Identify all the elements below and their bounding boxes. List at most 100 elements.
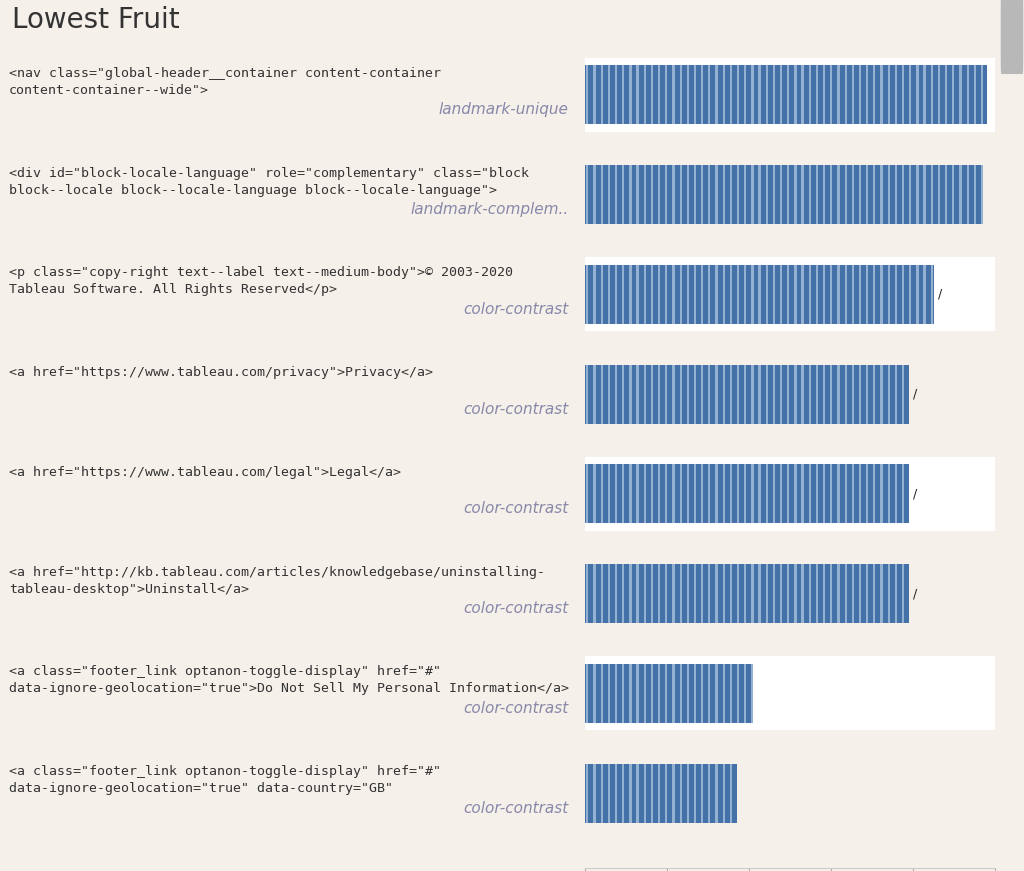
Bar (658, 65, 660, 125)
Bar (952, 165, 954, 224)
Bar (666, 65, 668, 125)
Bar (623, 65, 625, 125)
Bar (709, 65, 711, 125)
Bar (787, 365, 790, 423)
Bar (952, 65, 954, 125)
Bar (881, 564, 883, 623)
Bar (730, 365, 732, 423)
Bar (630, 365, 632, 423)
Bar (787, 165, 790, 224)
Bar (694, 464, 696, 523)
Bar (593, 664, 596, 723)
Bar (809, 265, 811, 324)
Bar (866, 464, 868, 523)
Bar (931, 265, 933, 324)
Text: /: / (913, 388, 918, 401)
Bar (967, 165, 969, 224)
Bar (651, 165, 653, 224)
Bar (766, 365, 768, 423)
Bar (694, 564, 696, 623)
Bar (737, 365, 739, 423)
Bar (809, 365, 811, 423)
Bar (709, 165, 711, 224)
Bar (744, 365, 746, 423)
Bar (830, 464, 833, 523)
Bar (666, 664, 668, 723)
Bar (701, 365, 703, 423)
Bar (601, 65, 603, 125)
Text: color-contrast: color-contrast (463, 302, 568, 317)
Bar (816, 365, 818, 423)
Bar (852, 265, 854, 324)
Bar (780, 564, 782, 623)
Bar (701, 564, 703, 623)
Bar (730, 265, 732, 324)
Bar (737, 464, 739, 523)
Bar (866, 365, 868, 423)
Bar (752, 165, 754, 224)
Bar (773, 265, 775, 324)
Bar (959, 165, 962, 224)
Bar (586, 65, 589, 125)
Bar (744, 464, 746, 523)
Bar (637, 165, 639, 224)
Bar (809, 564, 811, 623)
Bar (816, 65, 818, 125)
Bar (888, 265, 890, 324)
Bar (909, 165, 911, 224)
Bar (795, 365, 797, 423)
Bar (680, 365, 682, 423)
Bar (859, 165, 861, 224)
Bar (673, 564, 675, 623)
Bar (601, 265, 603, 324)
Bar (709, 464, 711, 523)
Bar (809, 165, 811, 224)
Bar (723, 764, 725, 822)
Bar (752, 65, 754, 125)
Bar (680, 564, 682, 623)
Bar (787, 265, 790, 324)
Bar (795, 165, 797, 224)
Bar (723, 265, 725, 324)
Bar (658, 464, 660, 523)
Bar (723, 165, 725, 224)
Bar (694, 365, 696, 423)
Bar (959, 65, 962, 125)
Bar (802, 365, 804, 423)
Bar (687, 664, 689, 723)
Bar (666, 564, 668, 623)
Bar (730, 65, 732, 125)
Bar (694, 165, 696, 224)
Bar (585, 265, 934, 324)
Bar (974, 165, 976, 224)
Bar (716, 365, 718, 423)
Text: /: / (913, 587, 918, 600)
Bar (723, 365, 725, 423)
Bar (816, 165, 818, 224)
Bar (644, 65, 646, 125)
Bar (585, 664, 753, 723)
Bar (924, 65, 926, 125)
Bar (615, 365, 617, 423)
Bar (716, 65, 718, 125)
Text: landmark-complem..: landmark-complem.. (411, 202, 568, 217)
Bar (773, 165, 775, 224)
Bar (680, 464, 682, 523)
Bar (601, 464, 603, 523)
Bar (945, 65, 947, 125)
Bar (916, 65, 919, 125)
Bar (737, 265, 739, 324)
Bar (709, 564, 711, 623)
Bar (666, 265, 668, 324)
Bar (666, 165, 668, 224)
Bar (687, 365, 689, 423)
Bar (773, 365, 775, 423)
Bar (694, 265, 696, 324)
Bar (585, 464, 909, 523)
Bar (881, 265, 883, 324)
Bar (623, 464, 625, 523)
Bar (852, 365, 854, 423)
Bar (802, 464, 804, 523)
Bar (716, 564, 718, 623)
Bar (644, 464, 646, 523)
